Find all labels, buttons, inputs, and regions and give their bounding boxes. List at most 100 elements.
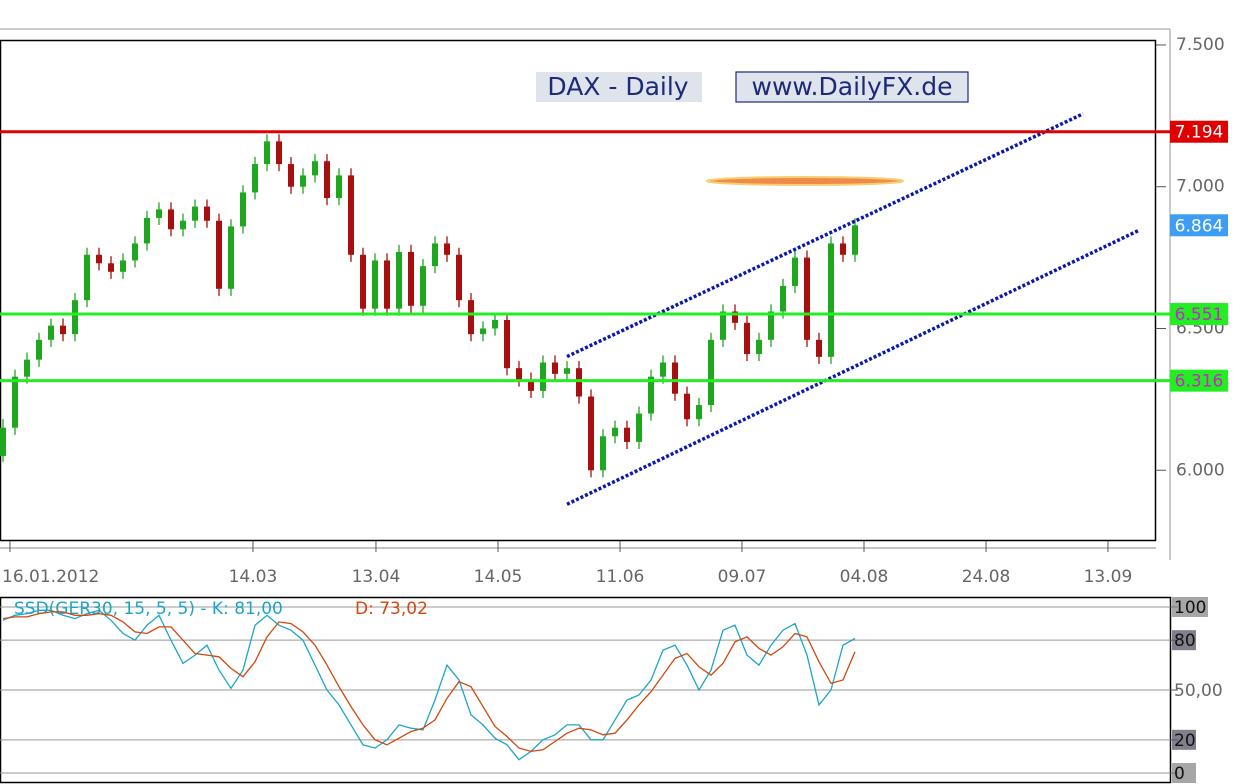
candle-body bbox=[804, 257, 810, 340]
trend-line bbox=[566, 229, 1139, 506]
candle-body bbox=[60, 325, 66, 335]
candle-body bbox=[204, 206, 210, 221]
x-tick-label: 11.06 bbox=[596, 567, 645, 587]
candle-body bbox=[192, 206, 198, 221]
candle-body bbox=[96, 254, 102, 264]
candle-body bbox=[516, 368, 522, 380]
highlight-ellipse bbox=[706, 176, 904, 186]
y-tick-label: 50,00 bbox=[1174, 681, 1223, 701]
last-price-label: 6.864 bbox=[1175, 216, 1224, 236]
level-label: 7.194 bbox=[1175, 123, 1224, 143]
candle-body bbox=[408, 251, 414, 306]
candle-body bbox=[72, 300, 78, 335]
y-tick-box bbox=[1172, 763, 1196, 784]
y-tick-box bbox=[1172, 630, 1196, 651]
candle-body bbox=[756, 339, 762, 355]
candle-body bbox=[708, 339, 714, 406]
candle-body bbox=[276, 141, 282, 165]
candle-body bbox=[852, 225, 858, 255]
price-panel bbox=[0, 39, 1157, 542]
candle-body bbox=[336, 175, 342, 199]
candle-body bbox=[120, 260, 126, 272]
candle-body bbox=[684, 393, 690, 420]
y-tick-box bbox=[1172, 729, 1196, 750]
candle-body bbox=[528, 379, 534, 391]
candle-body bbox=[360, 254, 366, 309]
candle-body bbox=[612, 427, 618, 437]
candle-body bbox=[396, 251, 402, 309]
y-tick-label: 100 bbox=[1174, 598, 1206, 618]
candle-body bbox=[768, 311, 774, 340]
candle-body bbox=[228, 226, 234, 289]
x-tick-label: 14.05 bbox=[474, 567, 523, 587]
level-label: 6.316 bbox=[1175, 372, 1224, 392]
candle-body bbox=[720, 311, 726, 340]
candle-body bbox=[600, 436, 606, 471]
legend-entry: D: 73,02 bbox=[355, 599, 428, 619]
y-tick-label: 7.000 bbox=[1176, 177, 1225, 197]
candle-body bbox=[672, 362, 678, 394]
x-tick-label: 09.07 bbox=[718, 567, 767, 587]
y-tick-label: 0 bbox=[1174, 764, 1185, 784]
candle-body bbox=[444, 243, 450, 255]
candle-body bbox=[12, 376, 18, 428]
x-tick-label: 24.08 bbox=[962, 567, 1011, 587]
subtitle-box bbox=[735, 71, 969, 103]
candle-body bbox=[264, 141, 270, 165]
candle-body bbox=[744, 322, 750, 355]
trend-line bbox=[566, 112, 1084, 359]
candle-body bbox=[732, 311, 738, 323]
candle-body bbox=[696, 405, 702, 420]
y-tick-label: 20 bbox=[1174, 731, 1196, 751]
candle-body bbox=[588, 396, 594, 471]
candle-body bbox=[132, 243, 138, 261]
candle-body bbox=[240, 192, 246, 227]
candle-body bbox=[792, 257, 798, 286]
candle-body bbox=[384, 260, 390, 309]
x-tick-label: 14.03 bbox=[229, 567, 278, 587]
y-tick-label: 6.000 bbox=[1176, 460, 1225, 480]
candle-body bbox=[636, 413, 642, 442]
candle-body bbox=[492, 319, 498, 329]
candle-body bbox=[324, 161, 330, 199]
candle-body bbox=[24, 359, 30, 377]
candle-body bbox=[420, 266, 426, 306]
candle-body bbox=[348, 175, 354, 255]
x-tick-label: 13.09 bbox=[1084, 567, 1133, 587]
level-label-box bbox=[1170, 303, 1228, 326]
x-tick-label: 16.01.2012 bbox=[2, 567, 99, 587]
oscillator-line bbox=[2, 609, 856, 761]
candle-body bbox=[36, 339, 42, 360]
candle-body bbox=[648, 376, 654, 414]
x-tick-label: 13.04 bbox=[352, 567, 401, 587]
candle-body bbox=[432, 243, 438, 267]
candle-body bbox=[372, 260, 378, 309]
candle-body bbox=[480, 328, 486, 335]
candle-body bbox=[300, 175, 306, 187]
candle-body bbox=[168, 209, 174, 230]
level-label: 6.551 bbox=[1175, 305, 1224, 325]
candle-body bbox=[252, 164, 258, 193]
candle-body bbox=[312, 161, 318, 176]
x-tick-label: 04.08 bbox=[840, 567, 889, 587]
candle-body bbox=[156, 209, 162, 218]
y-tick-box bbox=[1172, 596, 1208, 617]
candle-body bbox=[540, 362, 546, 391]
candle-body bbox=[828, 243, 834, 357]
candle-body bbox=[468, 300, 474, 335]
candle-body bbox=[144, 217, 150, 244]
candle-body bbox=[624, 427, 630, 442]
candle-body bbox=[84, 254, 90, 301]
y-tick-label: 7.500 bbox=[1176, 35, 1225, 55]
candle-body bbox=[564, 368, 570, 374]
candle-body bbox=[456, 254, 462, 301]
candle-body bbox=[0, 427, 6, 457]
candle-body bbox=[840, 243, 846, 255]
oscillator-line bbox=[2, 611, 856, 753]
last-price-box bbox=[1170, 214, 1228, 237]
legend-entry: SSD(GER30, 15, 5, 5) - K: 81,00 bbox=[14, 599, 283, 619]
level-label-box bbox=[1170, 369, 1228, 392]
candle-body bbox=[660, 362, 666, 377]
